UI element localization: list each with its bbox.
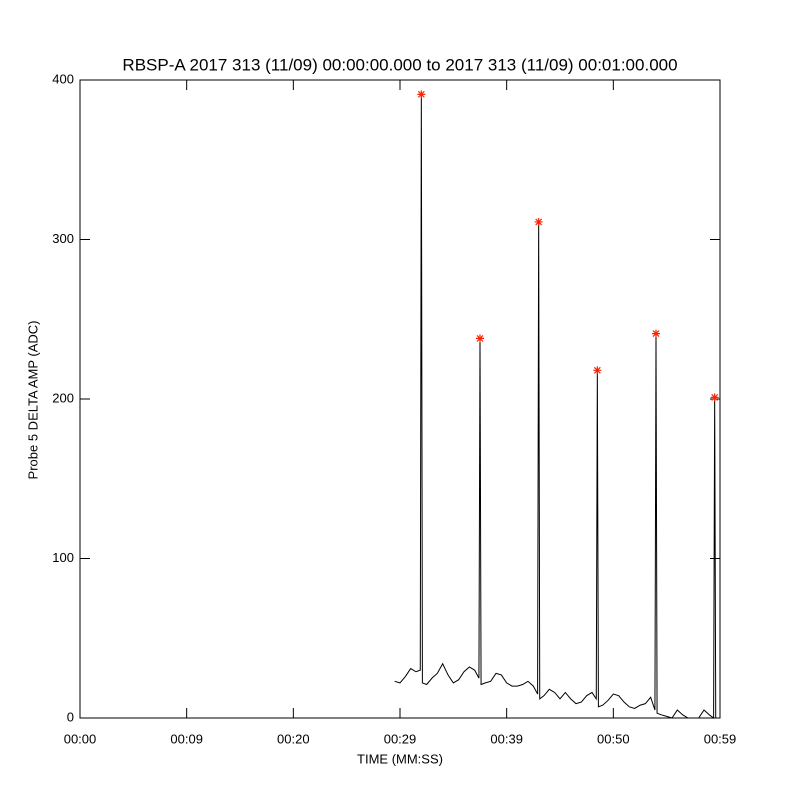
y-tick-label: 0 — [67, 709, 74, 724]
y-axis-label: Probe 5 DELTA AMP (ADC) — [25, 321, 40, 480]
peak-marker — [476, 334, 484, 343]
peak-marker — [652, 329, 660, 338]
y-tick-label: 300 — [52, 231, 74, 246]
y-tick-label: 100 — [52, 550, 74, 565]
x-tick-label: 00:09 — [170, 731, 203, 746]
x-tick-label: 00:59 — [704, 731, 737, 746]
peak-marker — [417, 90, 426, 99]
x-tick-label: 00:50 — [597, 731, 630, 746]
peak-marker — [593, 366, 602, 375]
y-tick-label: 400 — [52, 71, 74, 86]
peak-marker — [710, 393, 719, 402]
y-tick-label: 200 — [52, 390, 74, 405]
peak-marker — [534, 217, 543, 226]
chart-title: RBSP-A 2017 313 (11/09) 00:00:00.000 to … — [122, 55, 677, 74]
x-tick-label: 00:00 — [64, 731, 97, 746]
x-axis-label: TIME (MM:SS) — [357, 751, 443, 766]
x-tick-label: 00:20 — [277, 731, 310, 746]
x-tick-label: 00:39 — [490, 731, 523, 746]
plot-frame — [79, 79, 721, 719]
x-tick-label: 00:29 — [384, 731, 417, 746]
data-line — [394, 94, 717, 719]
